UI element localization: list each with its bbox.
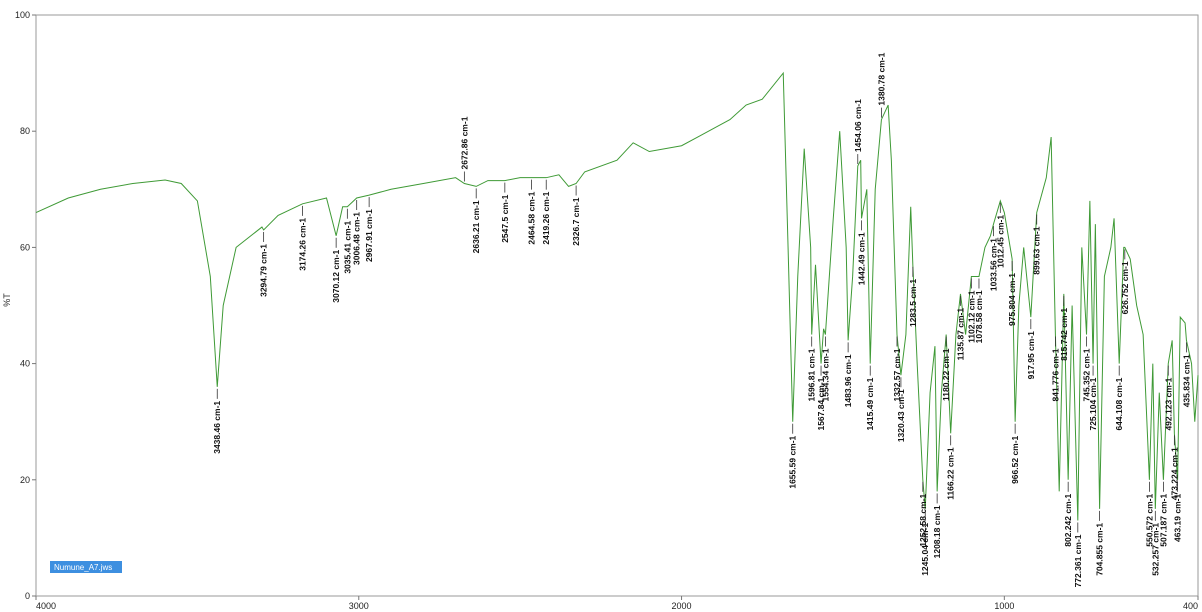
x-tick-label: 3000: [349, 601, 369, 611]
peak-label: 2967.91 cm-1: [364, 209, 374, 262]
peak-label: 1245.04 cm-1: [920, 523, 930, 576]
spectrum-line: [35, 71, 1199, 521]
y-tick-label: 40: [20, 359, 30, 369]
peak-label: 917.95 cm-1: [1026, 331, 1036, 379]
peak-label: 1180.22 cm-1: [941, 348, 951, 401]
peak-label: 966.52 cm-1: [1010, 435, 1020, 483]
y-tick-label: 60: [20, 242, 30, 252]
peak-label: 1442.49 cm-1: [857, 232, 867, 285]
peak-label: 1033.56 cm-1: [989, 238, 999, 291]
peak-label: 435.834 cm-1: [1181, 354, 1191, 407]
x-tick-label: 4000: [36, 601, 56, 611]
peak-label: 802.242 cm-1: [1063, 494, 1073, 547]
x-tick-label: 400: [1183, 601, 1198, 611]
peak-label: 1012.45 cm-1: [995, 215, 1005, 268]
peak-label: 644.108 cm-1: [1114, 377, 1124, 430]
peak-label: 473.224 cm-1: [1169, 447, 1179, 500]
peak-label: 3070.12 cm-1: [331, 250, 341, 303]
peak-label: 1483.96 cm-1: [843, 354, 853, 407]
peak-label: 815.742 cm-1: [1059, 308, 1069, 361]
peak-label: 463.19 cm-1: [1173, 494, 1183, 542]
peak-label: 1655.59 cm-1: [788, 435, 798, 488]
peak-label: 1102.12 cm-1: [966, 290, 976, 343]
file-tag: Numune_A7.jws: [54, 563, 112, 572]
peak-label: 1135.87 cm-1: [955, 308, 965, 361]
peak-label: 3438.46 cm-1: [212, 401, 222, 454]
peak-label: 745.352 cm-1: [1082, 348, 1092, 401]
file-tag-box: [50, 561, 122, 573]
peak-label: 2326.7 cm-1: [571, 197, 581, 245]
y-tick-label: 100: [15, 10, 30, 20]
peak-label: 532.257 cm-1: [1150, 523, 1160, 576]
peak-label: 2464.58 cm-1: [527, 191, 537, 244]
peak-label: 492.123 cm-1: [1163, 377, 1173, 430]
peak-label: 2547.5 cm-1: [500, 194, 510, 242]
x-tick-label: 1000: [994, 601, 1014, 611]
peak-label: 1078.58 cm-1: [974, 290, 984, 343]
peak-label: 1454.06 cm-1: [853, 99, 863, 152]
peak-label: 772.361 cm-1: [1073, 534, 1083, 587]
peak-label: 899.63 cm-1: [1032, 226, 1042, 274]
peak-label: 1208.18 cm-1: [932, 505, 942, 558]
peak-label: 1567.84 cm-1: [816, 377, 826, 430]
peak-label: 507.187 cm-1: [1158, 494, 1168, 547]
y-tick-label: 80: [20, 126, 30, 136]
peak-label: 3294.79 cm-1: [259, 244, 269, 297]
peak-label: 3006.48 cm-1: [352, 212, 362, 265]
peak-label: 3174.26 cm-1: [298, 218, 308, 271]
peak-label: 550.572 cm-1: [1144, 494, 1154, 547]
peak-label: 1415.49 cm-1: [865, 377, 875, 430]
peak-label: 1166.22 cm-1: [946, 447, 956, 500]
y-tick-label: 0: [25, 591, 30, 601]
peak-label: 1320.43 cm-1: [896, 389, 906, 442]
y-tick-label: 20: [20, 475, 30, 485]
peak-label: 1283.5 cm-1: [908, 279, 918, 327]
peak-label: 2636.21 cm-1: [471, 200, 481, 253]
peak-label: 1332.57 cm-1: [892, 348, 902, 401]
peak-label: 1596.81 cm-1: [807, 348, 817, 401]
peak-label: 1252.58 cm-1: [918, 494, 928, 547]
x-tick-label: 2000: [672, 601, 692, 611]
peak-label: 2672.86 cm-1: [459, 116, 469, 169]
peak-label: 626.752 cm-1: [1120, 261, 1130, 314]
peak-label: 1554.34 cm-1: [820, 348, 830, 401]
peak-label: 1380.78 cm-1: [876, 52, 886, 105]
peak-label: 2419.26 cm-1: [541, 191, 551, 244]
peak-label: 841.776 cm-1: [1050, 348, 1060, 401]
plot-frame: [35, 14, 1199, 597]
peak-label: 704.855 cm-1: [1095, 523, 1105, 576]
peak-label: 3035.41 cm-1: [342, 220, 352, 273]
y-axis-label: %T: [2, 293, 12, 307]
peak-label: 975.804 cm-1: [1007, 273, 1017, 326]
peak-label: 725.104 cm-1: [1088, 377, 1098, 430]
